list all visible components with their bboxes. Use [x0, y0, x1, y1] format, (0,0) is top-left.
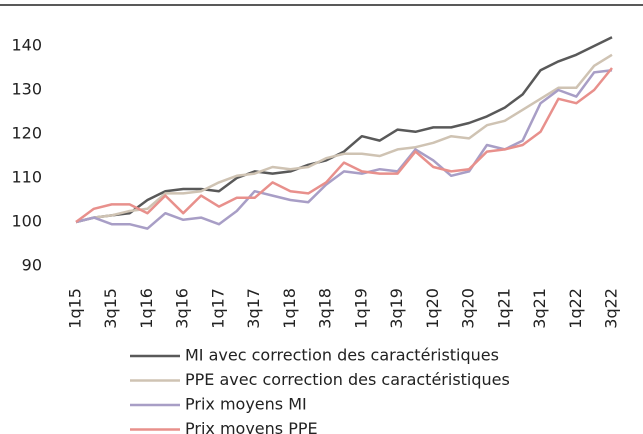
- series-line: [75, 36, 613, 224]
- series-line: [75, 67, 613, 224]
- x-tick-label: 3q17: [244, 288, 263, 329]
- x-tick-label: 1q17: [208, 288, 227, 329]
- y-tick-label: 100: [11, 212, 42, 231]
- x-tick-label: 3q21: [530, 288, 549, 329]
- x-tick-label: 3q15: [101, 288, 120, 329]
- x-tick-label: 1q15: [66, 288, 85, 329]
- x-tick-label: 1q20: [423, 288, 442, 329]
- x-tick-label: 1q16: [137, 288, 156, 329]
- x-tick-label: 1q19: [351, 288, 370, 329]
- x-tick-label: 3q16: [173, 288, 192, 329]
- legend-label: Prix moyens PPE: [185, 419, 318, 434]
- x-tick-label: 3q22: [602, 288, 621, 329]
- y-tick-label: 90: [22, 256, 42, 275]
- x-tick-label: 1q18: [280, 288, 299, 329]
- x-tick-label: 1q21: [494, 288, 513, 329]
- y-tick-label: 120: [11, 124, 42, 143]
- legend-label: PPE avec correction des caractéristiques: [185, 370, 510, 389]
- series-line: [75, 68, 613, 230]
- legend-label: Prix moyens MI: [185, 395, 307, 414]
- x-tick-label: 3q20: [459, 288, 478, 329]
- x-tick-label: 3q18: [316, 288, 335, 329]
- x-tick-label: 1q22: [566, 288, 585, 329]
- y-tick-label: 140: [11, 36, 42, 55]
- y-tick-label: 130: [11, 80, 42, 99]
- legend-label: MI avec correction des caractéristiques: [185, 346, 499, 365]
- x-tick-label: 3q19: [387, 288, 406, 329]
- series-line: [75, 53, 613, 224]
- y-tick-label: 110: [11, 168, 42, 187]
